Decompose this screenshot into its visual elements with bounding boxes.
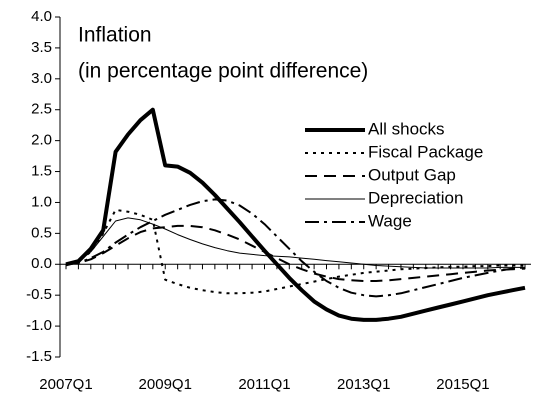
- legend-label: Wage: [368, 211, 412, 230]
- y-tick-label: 0.5: [31, 224, 52, 241]
- legend-label: Fiscal Package: [368, 142, 483, 161]
- y-tick-label: 4.0: [31, 8, 52, 25]
- line: [65, 224, 526, 282]
- x-tick-label: 2009Q1: [139, 376, 192, 393]
- legend-label: Output Gap: [368, 165, 456, 184]
- y-tick-label: 0.0: [31, 255, 52, 272]
- y-tick-label: 3.5: [31, 39, 52, 56]
- y-tick-label: 1.0: [31, 193, 52, 210]
- line: [65, 107, 526, 322]
- legend-label: All shocks: [368, 119, 445, 138]
- y-tick-label: 2.5: [31, 101, 52, 118]
- line: [65, 208, 525, 295]
- chart-subtitle: (in percentage point difference): [78, 60, 368, 83]
- y-tick-label: 2.0: [31, 132, 52, 149]
- chart-title: Inflation: [78, 24, 152, 47]
- y-tick-label: -1.5: [26, 348, 52, 365]
- legend-label: Depreciation: [368, 188, 463, 207]
- line: [65, 198, 526, 298]
- x-tick-label: 2015Q1: [436, 376, 489, 393]
- y-tick-label: 1.5: [31, 163, 52, 180]
- y-tick-label: 3.0: [31, 70, 52, 87]
- y-tick-label: -1.0: [26, 317, 52, 334]
- x-tick-label: 2011Q1: [238, 376, 290, 393]
- x-tick-label: 2013Q1: [337, 376, 390, 393]
- line: [65, 217, 525, 269]
- x-tick-label: 2007Q1: [39, 376, 92, 393]
- y-tick-label: -0.5: [26, 286, 52, 303]
